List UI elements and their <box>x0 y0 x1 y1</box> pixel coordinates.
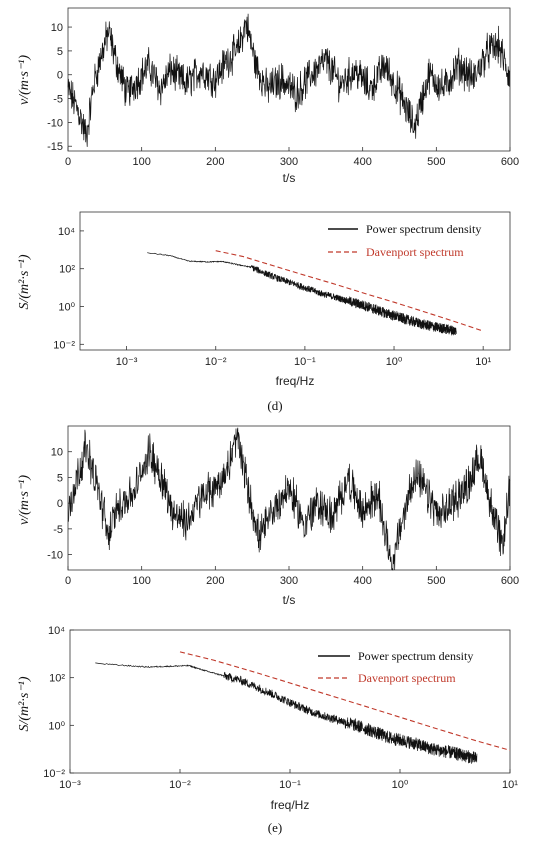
velocity-d-plot-area <box>67 7 511 152</box>
psd-e-legend-davenport: Davenport spectrum <box>358 671 456 685</box>
velocity-e-ytick-label: 0 <box>57 498 63 510</box>
psd-d-marks: 10⁻³ 10⁻² 10⁻¹ 10⁰ 10¹ 10⁻² 10⁰ 10² 10⁴ <box>53 226 491 368</box>
psd-d-xtick-label: 10⁻¹ <box>294 356 316 368</box>
velocity-e-xtick-label: 600 <box>501 575 519 587</box>
psd-d-xtick-label: 10⁻² <box>205 356 227 368</box>
velocity-chart-d: 0 100 200 300 400 500 600 -15 -10 -5 0 5 10 t/s v/(m… <box>17 7 519 185</box>
psd-d-ytick-label: 10⁰ <box>58 302 75 314</box>
velocity-d-xtick-label: 600 <box>501 156 519 168</box>
velocity-d-series-line <box>67 13 511 147</box>
velocity-e-xtick-label: 500 <box>427 575 445 587</box>
psd-d-psd-line <box>147 252 457 336</box>
velocity-e-xtick-label: 100 <box>132 575 150 587</box>
velocity-e-ytick-label: 5 <box>57 472 63 484</box>
velocity-e-xlabel: t/s <box>283 593 296 607</box>
psd-d-xtick-label: 10⁻³ <box>116 356 138 368</box>
velocity-d-ytick-label: 0 <box>57 70 63 82</box>
psd-d-legend: Power spectrum density Davenport spectru… <box>328 222 481 259</box>
psd-e-ytick-label: 10² <box>49 673 65 685</box>
velocity-e-xtick-label: 0 <box>65 575 71 587</box>
velocity-e-marks: 0 100 200 300 400 500 600 -10 -5 0 5 10 <box>47 427 519 587</box>
psd-e-xtick-label: 10⁻¹ <box>279 779 301 791</box>
psd-d-ytick-label: 10⁴ <box>58 226 75 238</box>
velocity-d-xtick-label: 500 <box>427 156 445 168</box>
velocity-e-ytick-label: -10 <box>47 550 63 562</box>
psd-e-legend-psd: Power spectrum density <box>358 649 473 663</box>
velocity-d-xtick-label: 400 <box>353 156 371 168</box>
velocity-e-ylabel: v/(m·s⁻¹) <box>17 475 32 525</box>
psd-d-xtick-label: 10⁰ <box>386 356 403 368</box>
psd-d-legend-psd: Power spectrum density <box>366 222 481 236</box>
velocity-d-xtick-label: 200 <box>206 156 224 168</box>
psd-e-ytick-label: 10⁰ <box>48 720 65 732</box>
psd-e-xlabel: freq/Hz <box>271 798 310 812</box>
velocity-d-ytick-label: -15 <box>47 141 63 153</box>
velocity-d-xlabel: t/s <box>283 171 296 185</box>
psd-e-psd-line <box>95 662 478 764</box>
velocity-e-ytick-label: -5 <box>53 524 63 536</box>
psd-d-ytick-label: 10⁻² <box>53 339 75 351</box>
velocity-d-ytick-label: 5 <box>57 46 63 58</box>
psd-e-ylabel: S/(m²·s⁻¹) <box>17 676 32 731</box>
velocity-e-xtick-label: 300 <box>280 575 298 587</box>
velocity-d-marks: 0 100 200 300 400 500 600 -15 -10 -5 0 5 10 <box>47 13 519 168</box>
psd-e-xtick-label: 10⁻² <box>169 779 191 791</box>
psd-e-xtick-label: 10⁰ <box>392 779 409 791</box>
velocity-e-xtick-label: 200 <box>206 575 224 587</box>
panel-label-d: (d) <box>267 398 282 413</box>
velocity-d-ytick-label: -10 <box>47 117 63 129</box>
psd-d-xtick-label: 10¹ <box>475 356 491 368</box>
psd-e-xtick-label: 10¹ <box>502 779 518 791</box>
velocity-e-ytick-label: 10 <box>51 447 63 459</box>
panel-label-e: (e) <box>268 820 282 835</box>
psd-d-davenport-line <box>215 250 484 332</box>
velocity-d-xtick-label: 0 <box>65 156 71 168</box>
velocity-d-ylabel: v/(m·s⁻¹) <box>17 55 32 105</box>
velocity-d-ytick-label: -5 <box>53 94 63 106</box>
psd-d-ylabel: S/(m²·s⁻¹) <box>17 254 32 309</box>
psd-d-xlabel: freq/Hz <box>276 374 315 388</box>
velocity-e-xtick-label: 400 <box>353 575 371 587</box>
psd-e-ytick-label: 10⁴ <box>48 625 65 637</box>
velocity-d-ytick-label: 10 <box>51 22 63 34</box>
psd-e-davenport-line <box>179 651 511 751</box>
psd-d-ytick-label: 10² <box>59 264 75 276</box>
velocity-d-xtick-label: 300 <box>280 156 298 168</box>
psd-e-ytick-label: 10⁻² <box>43 768 65 780</box>
psd-d-legend-davenport: Davenport spectrum <box>366 245 464 259</box>
velocity-chart-e: 0 100 200 300 400 500 600 -10 -5 0 5 10 t/s v/(m·s⁻… <box>17 425 519 607</box>
psd-e-legend: Power spectrum density Davenport spectru… <box>318 649 473 685</box>
psd-e-xtick-label: 10⁻³ <box>59 779 81 791</box>
velocity-d-xtick-label: 100 <box>132 156 150 168</box>
psd-d-plot-area <box>79 211 511 351</box>
velocity-e-series-line <box>67 427 511 571</box>
